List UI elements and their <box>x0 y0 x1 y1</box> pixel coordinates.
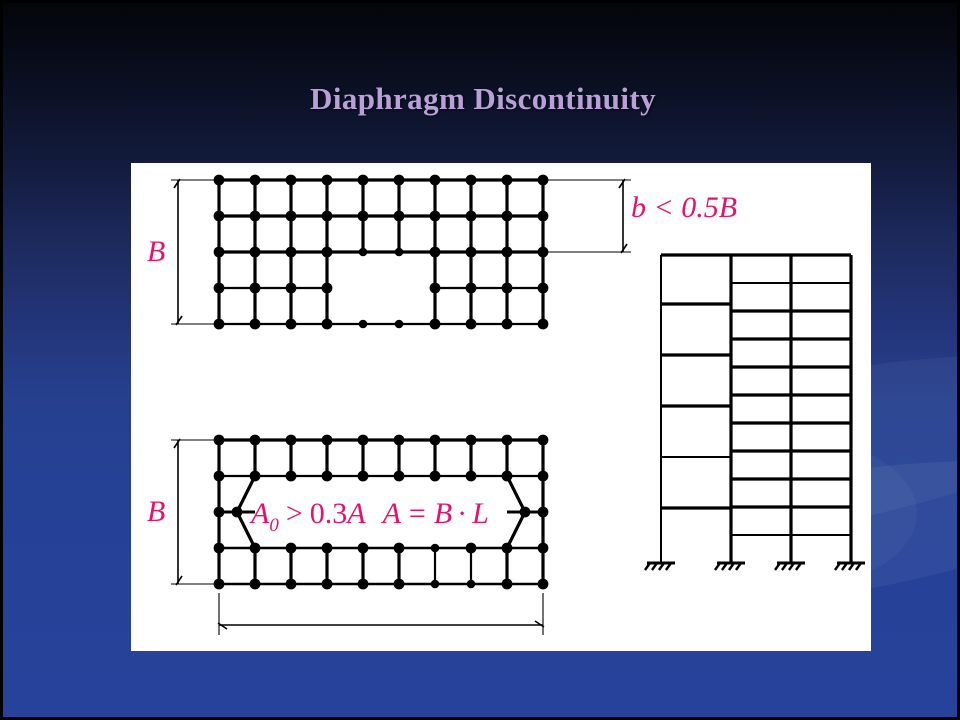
formula-a0-subscript: 0 <box>269 515 279 536</box>
support-fixed-base <box>774 561 805 571</box>
bottom-plan-group: B <box>147 434 549 635</box>
label-b-top: b < 0.5B <box>631 191 737 224</box>
elevation-supports <box>644 561 865 571</box>
support-fixed-base <box>644 561 675 571</box>
top-plan-nodes <box>213 174 549 330</box>
figure-svg: B b < 0.5B <box>147 174 865 635</box>
dimension-b-top: b < 0.5B <box>618 178 737 254</box>
label-B-top: B <box>147 235 165 268</box>
formula-gt: > <box>286 497 303 530</box>
formula-dot: · <box>457 497 467 530</box>
formula-a0: A <box>249 497 270 530</box>
formula-coefficient: 0.3 <box>310 497 348 530</box>
elevation-frame <box>660 253 853 563</box>
support-fixed-base <box>834 561 865 571</box>
formula-a1: A <box>345 497 366 530</box>
formula-area-ratio: A0 >0.3A A = B · L <box>249 497 489 536</box>
formula-a2: A <box>381 497 402 530</box>
top-plan-grid <box>217 178 545 326</box>
formula-b: B <box>434 497 452 530</box>
dimension-B-bottom: B <box>147 438 183 586</box>
dimension-B-top: B <box>147 178 183 326</box>
formula-l: L <box>471 497 489 530</box>
elevation-group <box>644 253 865 571</box>
label-B-bottom: B <box>147 495 165 528</box>
formula-eq: = <box>409 497 426 530</box>
figure-panel: B b < 0.5B <box>131 163 871 651</box>
top-plan-group: B b < 0.5B <box>147 174 737 330</box>
bottom-plan-witness-lines <box>171 439 544 635</box>
support-fixed-base <box>714 561 745 571</box>
bottom-plan-nodes <box>213 434 549 590</box>
page-title: Diaphragm Discontinuity <box>310 81 656 116</box>
